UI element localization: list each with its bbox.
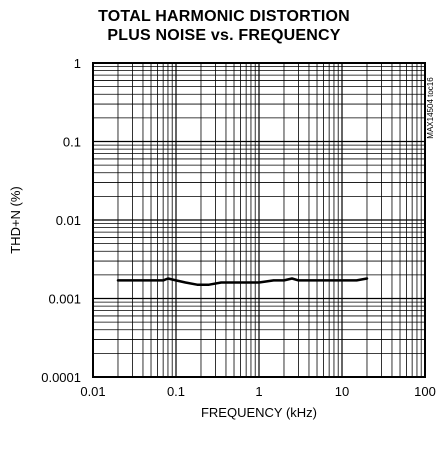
x-tick-label: 0.01 xyxy=(80,384,105,399)
grid xyxy=(92,63,425,378)
y-tick-label: 0.001 xyxy=(48,292,81,307)
figure-code-annotation: MAX14504 toc16 xyxy=(426,77,435,139)
x-tick-labels: 0.01 0.1 1 10 100 xyxy=(80,384,436,399)
y-tick-label: 1 xyxy=(74,56,81,71)
x-axis-label: FREQUENCY (kHz) xyxy=(201,405,317,420)
x-tick-label: 10 xyxy=(335,384,349,399)
series-line xyxy=(116,277,369,286)
y-axis-label: THD+N (%) xyxy=(8,186,23,254)
y-tick-label: 0.01 xyxy=(56,213,81,228)
chart-title-line-1: TOTAL HARMONIC DISTORTION xyxy=(98,8,350,25)
y-tick-label: 0.1 xyxy=(63,135,81,150)
plot-frame xyxy=(92,62,426,378)
x-tick-label: 1 xyxy=(255,384,262,399)
y-tick-label: 0.0001 xyxy=(41,370,81,385)
y-tick-labels: 1 0.1 0.01 0.001 0.0001 xyxy=(41,56,81,385)
x-tick-label: 0.1 xyxy=(167,384,185,399)
x-tick-label: 100 xyxy=(414,384,436,399)
chart-title-line-2: PLUS NOISE vs. FREQUENCY xyxy=(107,27,341,44)
